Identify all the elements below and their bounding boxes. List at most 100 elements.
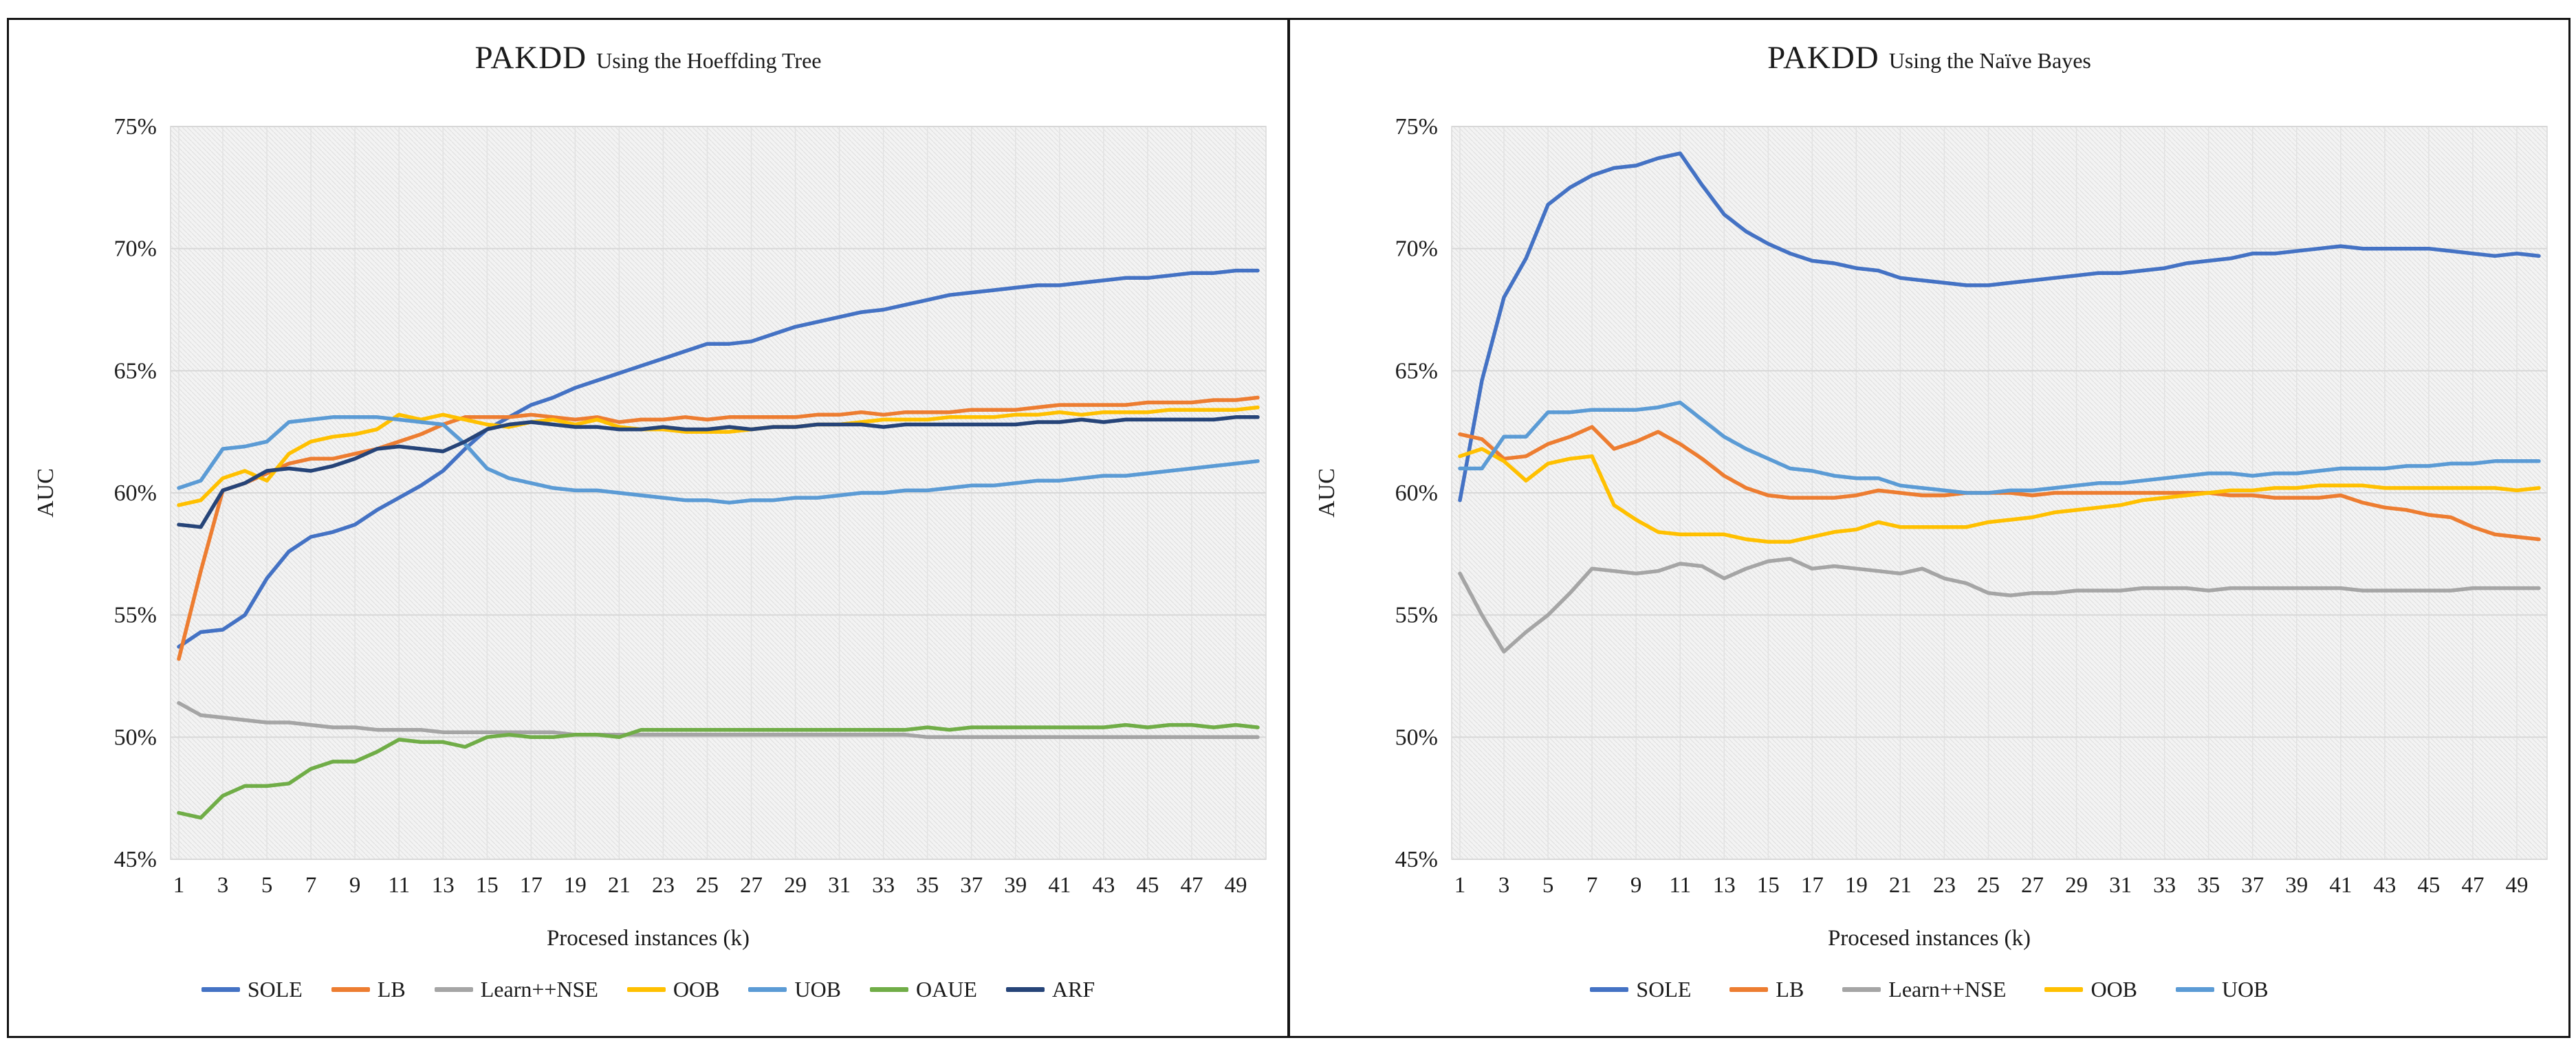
- x-tick-label: 3: [1498, 873, 1510, 898]
- legend-swatch: [2176, 987, 2215, 992]
- x-tick-label: 23: [1933, 873, 1956, 898]
- chart-title-sub: Using the Naïve Bayes: [1888, 48, 2091, 73]
- legend-swatch: [1005, 987, 1045, 992]
- legend-swatch: [201, 987, 240, 992]
- x-tick-label: 39: [2285, 873, 2308, 898]
- x-tick-label: 49: [2505, 873, 2528, 898]
- legend-label: Learn++NSE: [1888, 977, 2007, 1002]
- figure-frame: PAKDD Using the Hoeffding Tree 1 3 5 7 9 11 13 1…: [7, 18, 2570, 1038]
- chart-title-naive-bayes: PAKDD Using the Naïve Bayes: [1290, 39, 2568, 76]
- y-tick-label: 55%: [1395, 603, 1438, 628]
- y-tick-label: 50%: [114, 725, 157, 750]
- legend-label: LB: [1776, 977, 1804, 1002]
- x-tick-label: 45: [2417, 873, 2440, 898]
- x-tick-label: 39: [1004, 873, 1027, 898]
- y-tick-label: 65%: [1395, 358, 1438, 384]
- series-line-OOB: [1458, 447, 2541, 544]
- legend-label: SOLE: [1636, 977, 1692, 1002]
- series-line-SOLE: [1458, 151, 2541, 503]
- x-axis-title: Procesed instances (k): [1827, 926, 2031, 951]
- x-tick-label: 43: [1092, 873, 1115, 898]
- legend-item-OOB: OOB: [626, 977, 720, 1002]
- x-tick-label: 15: [1757, 873, 1780, 898]
- chart-title-sub: Using the Hoeffding Tree: [596, 48, 822, 73]
- legend-swatch: [748, 987, 787, 992]
- chart-title-main: PAKDD: [474, 40, 587, 76]
- x-tick-label: 13: [1713, 873, 1736, 898]
- x-tick-label: 11: [1669, 873, 1691, 898]
- x-tick-label: 5: [1542, 873, 1554, 898]
- x-tick-label: 37: [2241, 873, 2264, 898]
- legend-label: Learn++NSE: [480, 977, 598, 1002]
- series-line-SOLE: [177, 268, 1260, 649]
- legend-item-UOB: UOB: [748, 977, 841, 1002]
- legend-swatch: [870, 987, 909, 992]
- y-tick-label: 45%: [1395, 847, 1438, 872]
- legend-item-LB: LB: [1729, 977, 1804, 1002]
- legend-item-SOLE: SOLE: [201, 977, 303, 1002]
- x-tick-label: 5: [261, 873, 273, 898]
- x-tick-label: 21: [1889, 873, 1912, 898]
- x-tick-label: 19: [1845, 873, 1868, 898]
- chart-title-hoeffding: PAKDD Using the Hoeffding Tree: [9, 39, 1287, 76]
- legend-swatch: [1590, 987, 1629, 992]
- legend-item-LB: LB: [331, 977, 406, 1002]
- y-tick-label: 50%: [1395, 725, 1438, 750]
- panel-naive-bayes: PAKDD Using the Naïve Bayes 1 3 5 7 9 11 13 15 17…: [1290, 20, 2568, 1036]
- legend-item-Learn-NSE: Learn++NSE: [1842, 977, 2006, 1002]
- x-tick-label: 27: [2021, 873, 2044, 898]
- legend-item-ARF: ARF: [1005, 977, 1095, 1002]
- x-tick-label: 47: [2461, 873, 2484, 898]
- series-line-ARF: [177, 415, 1260, 529]
- x-tick-label: 3: [217, 873, 229, 898]
- legend-label: OOB: [673, 977, 720, 1002]
- legend-label: OAUE: [916, 977, 977, 1002]
- legend-label: LB: [377, 977, 406, 1002]
- legend-swatch: [1842, 987, 1881, 992]
- x-tick-label: 25: [696, 873, 719, 898]
- x-tick-label: 23: [652, 873, 675, 898]
- x-tick-label: 17: [520, 873, 543, 898]
- x-tick-label: 7: [305, 873, 317, 898]
- legend-item-OAUE: OAUE: [870, 977, 977, 1002]
- x-tick-label: 15: [476, 873, 499, 898]
- x-tick-label: 25: [1977, 873, 2000, 898]
- y-tick-label: 75%: [114, 114, 157, 140]
- x-tick-label: 35: [2197, 873, 2220, 898]
- legend-label: UOB: [794, 977, 842, 1002]
- y-tick-label: 65%: [114, 358, 157, 384]
- x-tick-label: 11: [388, 873, 410, 898]
- y-tick-label: 60%: [1395, 481, 1438, 506]
- y-tick-label: 60%: [114, 481, 157, 506]
- x-tick-label: 33: [872, 873, 895, 898]
- legend-swatch: [626, 987, 666, 992]
- x-tick-label: 31: [828, 873, 851, 898]
- x-tick-label: 1: [173, 873, 185, 898]
- x-tick-label: 41: [2329, 873, 2352, 898]
- chart-canvas-naive-bayes: 1 3 5 7 9 11 13 15 17 19 21 23 25 27 29 31 33 35 37 39 41 43 4…: [1314, 114, 2548, 898]
- x-tick-label: 47: [1180, 873, 1203, 898]
- legend-label: ARF: [1051, 977, 1095, 1002]
- x-tick-label: 49: [1224, 873, 1247, 898]
- legend-item-Learn-NSE: Learn++NSE: [434, 977, 598, 1002]
- x-tick-label: 45: [1136, 873, 1159, 898]
- legend-swatch: [2044, 987, 2084, 992]
- x-tick-label: 17: [1801, 873, 1824, 898]
- chart-title-main: PAKDD: [1767, 40, 1879, 76]
- x-tick-label: 27: [740, 873, 763, 898]
- series-line-Learn-NSE: [1458, 557, 2541, 654]
- legend-swatch: [331, 987, 370, 992]
- x-tick-label: 29: [784, 873, 807, 898]
- series-line-Learn-NSE: [177, 700, 1260, 740]
- legend-label: UOB: [2222, 977, 2269, 1002]
- series-line-LB: [177, 395, 1260, 661]
- legend-hoeffding: SOLE LB Learn++NSE OOB UOB OAUE ARF: [9, 977, 1287, 1002]
- y-axis-title: AUC: [33, 468, 58, 518]
- series-line-OOB: [177, 405, 1260, 507]
- legend-item-UOB: UOB: [2176, 977, 2269, 1002]
- series-line-UOB: [177, 415, 1260, 505]
- x-tick-label: 29: [2065, 873, 2088, 898]
- x-tick-label: 9: [1630, 873, 1642, 898]
- x-tick-label: 43: [2373, 873, 2396, 898]
- x-tick-label: 21: [608, 873, 631, 898]
